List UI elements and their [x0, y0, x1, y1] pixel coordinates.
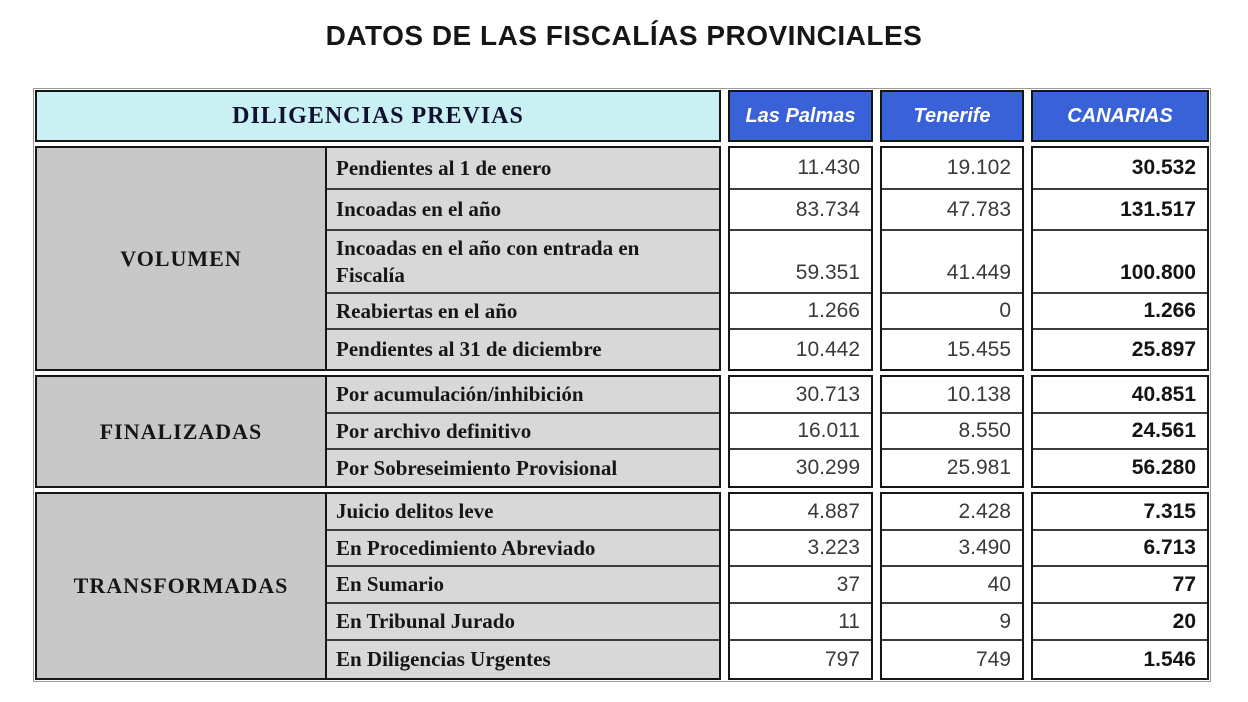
section-volumen: VOLUMEN Pendientes al 1 de enero Incoada… [35, 146, 721, 371]
row-label: Juicio delitos leve [327, 494, 719, 531]
row-label: En Tribunal Jurado [327, 604, 719, 641]
column-header-las-palmas: Las Palmas [728, 90, 873, 142]
row-label: Por archivo definitivo [327, 414, 719, 450]
value-cell-las-palmas: 16.011 [730, 414, 871, 450]
value-cell-tenerife: 10.138 [882, 377, 1022, 414]
value-cell-tenerife: 2.428 [882, 494, 1022, 531]
column-header-tenerife: Tenerife [880, 90, 1024, 142]
tenerife-finalizadas-values: 10.138 8.550 25.981 [880, 375, 1024, 488]
value-cell-canarias: 25.897 [1033, 330, 1207, 369]
value-cell-tenerife: 15.455 [882, 330, 1022, 369]
value-cell-las-palmas: 37 [730, 567, 871, 604]
value-cell-canarias: 6.713 [1033, 531, 1207, 567]
value-cell-las-palmas: 59.351 [730, 231, 871, 294]
value-cell-las-palmas: 30.299 [730, 450, 871, 486]
row-label: En Procedimiento Abreviado [327, 531, 719, 567]
value-cell-las-palmas: 797 [730, 641, 871, 678]
tenerife-column: Tenerife 19.102 47.783 41.449 0 15.455 1… [880, 90, 1024, 680]
labels-panel: DILIGENCIAS PREVIAS VOLUMEN Pendientes a… [35, 90, 721, 680]
section-name-transformadas: TRANSFORMADAS [37, 494, 327, 678]
value-cell-canarias: 56.280 [1033, 450, 1207, 486]
row-label: Incoadas en el año con entrada en Fiscal… [327, 231, 719, 294]
value-cell-las-palmas: 4.887 [730, 494, 871, 531]
diligencias-previas-table: DILIGENCIAS PREVIAS VOLUMEN Pendientes a… [35, 90, 1209, 680]
row-label: Pendientes al 1 de enero [327, 148, 719, 190]
las-palmas-transformadas-values: 4.887 3.223 37 11 797 [728, 492, 873, 680]
value-cell-canarias: 1.546 [1033, 641, 1207, 678]
tenerife-volumen-values: 19.102 47.783 41.449 0 15.455 [880, 146, 1024, 371]
row-label: En Sumario [327, 567, 719, 604]
fiscalias-table-wrapper: DILIGENCIAS PREVIAS VOLUMEN Pendientes a… [33, 88, 1211, 682]
canarias-transformadas-values: 7.315 6.713 77 20 1.546 [1031, 492, 1209, 680]
value-cell-las-palmas: 11.430 [730, 148, 871, 190]
table-title-cell: DILIGENCIAS PREVIAS [35, 90, 721, 142]
value-cell-las-palmas: 1.266 [730, 294, 871, 330]
value-cell-las-palmas: 3.223 [730, 531, 871, 567]
row-label: Incoadas en el año [327, 190, 719, 231]
value-cell-tenerife: 3.490 [882, 531, 1022, 567]
value-cell-canarias: 7.315 [1033, 494, 1207, 531]
value-cell-tenerife: 47.783 [882, 190, 1022, 231]
value-cell-tenerife: 9 [882, 604, 1022, 641]
value-cell-tenerife: 19.102 [882, 148, 1022, 190]
value-cell-tenerife: 8.550 [882, 414, 1022, 450]
canarias-finalizadas-values: 40.851 24.561 56.280 [1031, 375, 1209, 488]
value-cell-las-palmas: 83.734 [730, 190, 871, 231]
column-header-canarias: CANARIAS [1031, 90, 1209, 142]
page-title: DATOS DE LAS FISCALÍAS PROVINCIALES [325, 20, 923, 51]
volumen-label-rows: Pendientes al 1 de enero Incoadas en el … [327, 148, 719, 369]
las-palmas-volumen-values: 11.430 83.734 59.351 1.266 10.442 [728, 146, 873, 371]
las-palmas-finalizadas-values: 30.713 16.011 30.299 [728, 375, 873, 488]
value-cell-las-palmas: 11 [730, 604, 871, 641]
value-cell-canarias: 1.266 [1033, 294, 1207, 330]
canarias-volumen-values: 30.532 131.517 100.800 1.266 25.897 [1031, 146, 1209, 371]
row-label: Reabiertas en el año [327, 294, 719, 330]
row-label: Pendientes al 31 de diciembre [327, 330, 719, 369]
value-cell-tenerife: 0 [882, 294, 1022, 330]
section-name-finalizadas: FINALIZADAS [37, 377, 327, 486]
section-name-volumen: VOLUMEN [37, 148, 327, 369]
row-label: Por acumulación/inhibición [327, 377, 719, 414]
value-cell-canarias: 77 [1033, 567, 1207, 604]
row-label: En Diligencias Urgentes [327, 641, 719, 678]
value-cell-tenerife: 41.449 [882, 231, 1022, 294]
value-cell-canarias: 20 [1033, 604, 1207, 641]
value-cell-canarias: 40.851 [1033, 377, 1207, 414]
value-cell-tenerife: 749 [882, 641, 1022, 678]
transformadas-label-rows: Juicio delitos leve En Procedimiento Abr… [327, 494, 719, 678]
value-cell-canarias: 24.561 [1033, 414, 1207, 450]
value-cell-tenerife: 25.981 [882, 450, 1022, 486]
tenerife-transformadas-values: 2.428 3.490 40 9 749 [880, 492, 1024, 680]
value-cell-tenerife: 40 [882, 567, 1022, 604]
value-cell-canarias: 30.532 [1033, 148, 1207, 190]
value-cell-las-palmas: 30.713 [730, 377, 871, 414]
value-cell-las-palmas: 10.442 [730, 330, 871, 369]
value-cell-canarias: 131.517 [1033, 190, 1207, 231]
section-transformadas: TRANSFORMADAS Juicio delitos leve En Pro… [35, 492, 721, 680]
value-cell-canarias: 100.800 [1033, 231, 1207, 294]
las-palmas-column: Las Palmas 11.430 83.734 59.351 1.266 10… [728, 90, 873, 680]
canarias-column: CANARIAS 30.532 131.517 100.800 1.266 25… [1031, 90, 1209, 680]
row-label: Por Sobreseimiento Provisional [327, 450, 719, 486]
finalizadas-label-rows: Por acumulación/inhibición Por archivo d… [327, 377, 719, 486]
section-finalizadas: FINALIZADAS Por acumulación/inhibición P… [35, 375, 721, 488]
